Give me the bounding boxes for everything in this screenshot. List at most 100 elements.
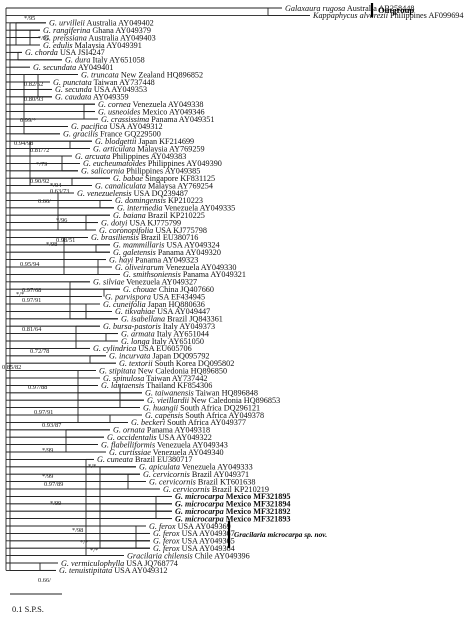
- taxon-label: G. cornea Venezuela AY049338: [98, 100, 204, 109]
- taxon-label: G. pacifica USA AY049312: [71, 122, 163, 131]
- taxon-label: G. microcarpa Mexico MF321895: [175, 492, 291, 501]
- taxon-label: G. cuneifolia Japan HQ880636: [103, 300, 205, 309]
- taxon-label: G. armata Italy AY651044: [121, 329, 209, 338]
- taxon-label: G. ferox USA AY049369: [149, 522, 231, 531]
- taxon-label: G. spinulosa Taiwan AY737442: [103, 374, 208, 383]
- taxon-label: G. rangiferina Ghana AY049379: [43, 26, 151, 35]
- taxon-label: G. brasiliensis Brazil EU380716: [91, 233, 198, 242]
- taxon-label: G. caudata AY049359: [55, 93, 129, 102]
- support-value: 0.80/93: [24, 96, 43, 103]
- taxon-label: G. parvispora USA EF434945: [105, 292, 205, 301]
- taxon-label: G. baiana Brazil KP210225: [113, 211, 205, 220]
- support-value: */*: [16, 291, 24, 298]
- support-value: 0.66/: [38, 577, 51, 584]
- taxon-label: G. venezuelensis USA DQ239487: [77, 189, 188, 198]
- taxon-label: G. taiwanensis Taiwan HQ896848: [145, 389, 258, 398]
- taxon-label: G. ornata Panama AY049318: [113, 426, 210, 435]
- taxon-label: Kappaphycus alvarezii Philippines AF0996…: [312, 11, 464, 20]
- support-value: 0.94/98: [14, 140, 33, 147]
- taxon-label: G. cuneata Brazil EU380717: [97, 455, 193, 464]
- taxon-label: G. occidentalis USA AY049322: [107, 433, 212, 442]
- support-value: 0.98/51: [56, 237, 75, 244]
- taxon-label: G. microcarpa Mexico MF321892: [175, 507, 291, 516]
- taxon-label: G. beckeri South Africa AY049377: [131, 418, 246, 427]
- taxon-label: G. blodgettii Japan KF214699: [95, 137, 194, 146]
- taxon-label: G. huangii South Africa DQ296121: [143, 403, 260, 412]
- taxon-label: G. incurvata Japan DQ095792: [109, 352, 210, 361]
- taxon-label: G. coronopifolia USA KJ775798: [99, 226, 207, 235]
- support-value: 0.81/64: [22, 326, 42, 333]
- taxon-label: G. flabelliformis Venezuela AY049343: [101, 440, 228, 449]
- taxon-label: G. edulis Malaysia AY049391: [43, 41, 142, 50]
- taxon-label: G. dotyi USA KJ775799: [101, 218, 181, 227]
- taxon-label: G. domingensis KP210223: [115, 196, 203, 205]
- taxon-label: G. secunda USA AY049353: [55, 85, 147, 94]
- support-value: 0.97/91: [22, 297, 41, 304]
- tree-branches: [5, 7, 310, 571]
- new-species-label: Gracilaria microcarpa sp. nov.: [234, 530, 327, 539]
- taxon-label: G. oliveirarum Venezuela AY049330: [115, 263, 236, 272]
- support-value: 0.97/89: [44, 481, 63, 488]
- taxon-label: G. bursa-pastoris Italy AY049373: [103, 322, 215, 331]
- taxon-label: G. capensis South Africa AY049378: [145, 411, 264, 420]
- taxon-label: G. cylindrica USA EU605706: [93, 344, 192, 353]
- support-value: 0.99/*: [20, 117, 36, 124]
- scale-bar: 0.1 S.P.S.: [10, 593, 62, 614]
- support-value: 0.63/73: [50, 188, 69, 195]
- new-species-bracket: Gracilaria microcarpa sp. nov.: [227, 521, 327, 548]
- support-value: */99: [42, 473, 53, 480]
- taxon-label: G. tenuistipitata USA AY049312: [59, 566, 167, 575]
- support-value: */*: [90, 547, 98, 554]
- taxon-label: G. tikvahiae USA AY049447: [115, 307, 210, 316]
- taxon-label: G. usneoides Mexico AY049346: [98, 107, 205, 116]
- support-value: 0.90/92: [30, 178, 49, 185]
- taxon-label: G. vermiculophylla USA JQ768774: [61, 559, 178, 568]
- taxon-label: G. cervicornis Brazil KP210219: [163, 485, 269, 494]
- taxon-label: G. urvilleii Australia AY049402: [49, 19, 154, 28]
- taxon-label: G. truncata New Zealand HQ896852: [81, 70, 203, 79]
- taxon-label: G. salicornia Philippines AY049385: [81, 167, 200, 176]
- taxon-label: G. babae Singapore KF831125: [113, 174, 215, 183]
- taxon-label: G. articulata Malaysia AY769259: [93, 144, 205, 153]
- support-value: */98: [46, 241, 57, 248]
- support-value: */*: [80, 539, 88, 546]
- taxon-label: Gracilaria chilensis Chile AY049396: [127, 551, 250, 560]
- taxon-label: G. preissiana Australia AY049403: [43, 33, 156, 42]
- support-value: */99: [42, 447, 53, 454]
- taxon-label: G. chouae China JQ407660: [123, 285, 214, 294]
- support-value: */95: [38, 35, 49, 42]
- taxon-label: Galaxaura rugosa Australia AB258448: [285, 4, 414, 13]
- taxon-label: G. dura Italy AY651058: [65, 56, 145, 65]
- taxon-label: G. intermedia Venezuela AY049335: [117, 204, 235, 213]
- taxon-label: G. canaliculata Malaysa AY769254: [95, 181, 213, 190]
- taxon-label: G. punctata Taiwan AY737448: [53, 78, 155, 87]
- taxon-label: G. microcarpa Mexico MF321893: [175, 514, 291, 523]
- taxon-label: G. secundata AY049401: [33, 63, 113, 72]
- taxon-label: G. stipitata New Caledonia HQ896850: [99, 366, 227, 375]
- support-value: 0.81/72: [30, 147, 49, 154]
- taxon-label: G. smithsoniensis Panama AY049321: [123, 270, 246, 279]
- taxon-label: G. ferox USA AY049367: [153, 529, 235, 538]
- taxon-label: G. gracilis France GQ229500: [63, 130, 161, 139]
- support-value: 0.93/87: [42, 422, 62, 429]
- taxon-label: G. vieillardii New Caledonia HQ896853: [147, 396, 280, 405]
- outgroup-label: Outgroup: [378, 5, 414, 15]
- taxon-label: G. cervicornis Brazil KT601638: [149, 477, 255, 486]
- taxon-label: G. eucheumatoides Philippines AY049390: [83, 159, 222, 168]
- support-value: */95: [24, 15, 35, 22]
- support-value: 0.66/: [38, 198, 51, 205]
- support-value: */98: [72, 527, 83, 534]
- support-value: 0.97/88: [28, 384, 47, 391]
- taxon-label: G. mammillaris USA AY049324: [113, 241, 220, 250]
- taxon-label: G. apiculata Venezuela AY049333: [139, 463, 253, 472]
- taxon-label: G. silviae Venezuela AY049327: [93, 278, 197, 287]
- support-value: */*: [88, 463, 96, 470]
- taxon-label: G. hayi Panama AY049323: [109, 255, 198, 264]
- taxon-label: G. galetensis Panama AY049320: [113, 248, 221, 257]
- support-value: 0.97/68: [22, 287, 41, 294]
- taxon-label: G. lantaensis Thailand KF854306: [101, 381, 212, 390]
- taxon-label: G. chorda USA JSI4247: [25, 48, 105, 57]
- support-value: */99: [50, 500, 61, 507]
- support-values: */95*/950.82/520.80/930.99/*0.94/980.81/…: [2, 15, 98, 584]
